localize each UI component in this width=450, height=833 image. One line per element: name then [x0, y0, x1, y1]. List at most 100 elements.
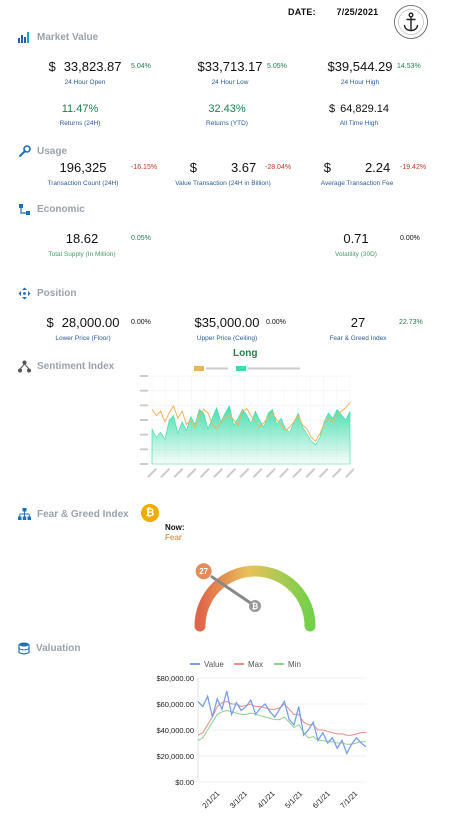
- metric-label: 24 Hour High: [340, 79, 380, 86]
- currency-symbol: $: [194, 315, 202, 330]
- bitcoin-icon: ₿: [141, 504, 159, 522]
- now-state: Fear: [165, 533, 182, 542]
- x-tick-label: [213, 468, 223, 478]
- pct-change: 0.00%: [131, 319, 151, 326]
- value: 27: [350, 315, 366, 330]
- gauge-hub-bitcoin-icon: ₿: [252, 602, 259, 611]
- y-tick-label: $20,000.00: [156, 752, 194, 761]
- y-tick-label: $80,000.00: [156, 674, 194, 683]
- date-value: 7/25/2021: [336, 7, 379, 17]
- value: 0.71: [343, 231, 369, 246]
- y-tick-label: $60,000.00: [156, 700, 194, 709]
- economic-section-title: Economic: [18, 203, 85, 216]
- currency-symbol: $: [323, 160, 331, 175]
- org-chart-icon: [19, 204, 30, 215]
- value: 2.24: [364, 160, 391, 175]
- fear-greed-section-title: Fear & Greed Index: [18, 508, 129, 521]
- valuation-title: Valuation: [36, 643, 81, 654]
- x-tick-label: [226, 468, 237, 478]
- currency-symbol: $: [197, 59, 205, 74]
- value: 11.47%: [61, 103, 99, 115]
- pct-change: -16.15%: [131, 164, 158, 171]
- x-tick-label: [147, 468, 157, 478]
- value: 3.67: [230, 160, 257, 175]
- currency-symbol: $: [46, 315, 54, 330]
- x-tick-label: [160, 468, 171, 478]
- x-tick-label: [199, 468, 210, 478]
- x-tick-label: [305, 468, 316, 478]
- metric-tx-count: 196,325 Transaction Count (24H): [42, 160, 124, 187]
- currency-symbol: $: [189, 160, 197, 175]
- sentiment-title: Sentiment Index: [37, 361, 115, 372]
- y-tick-label: $0.00: [175, 778, 194, 787]
- metric-label: Average Transaction Fee: [320, 180, 394, 187]
- metric-label: Fear & Greed Index: [329, 335, 387, 342]
- pct-change: 22.73%: [399, 319, 423, 326]
- database-icon: [18, 642, 30, 655]
- gauge-hub: [249, 600, 261, 612]
- x-tick-label: [265, 468, 276, 478]
- usage-section-title: Usage: [18, 145, 67, 158]
- metric-24h-low: $33,713.17 24 Hour Low: [190, 59, 270, 86]
- y-tick-label: $40,000.00: [156, 726, 194, 735]
- value: 35,000.00: [201, 315, 260, 330]
- metric-fear-greed: 27 Fear & Greed Index: [322, 315, 394, 342]
- x-tick-label: [186, 468, 197, 478]
- value: 32.43%: [208, 103, 246, 115]
- x-tick-label: 5/1/21: [283, 789, 304, 810]
- legend-label: Max: [248, 660, 263, 669]
- position-section-title: Position: [18, 287, 76, 300]
- y-tick-label: [140, 433, 148, 436]
- legend-text-placeholder: [206, 367, 228, 370]
- sentiment-chart: [140, 366, 354, 478]
- market-value-title: Market Value: [37, 31, 99, 43]
- brand-logo: [394, 5, 428, 39]
- metric-total-supply: 18.62 Total Supply (In Million): [40, 231, 124, 258]
- metric-label: Lower Price (Floor): [55, 335, 111, 342]
- legend-label: Value: [204, 660, 224, 669]
- gauge-arc: [194, 565, 316, 632]
- metric-label: Upper Price (Ceiling): [196, 335, 258, 342]
- date-bar: DATE: 7/25/2021: [288, 7, 378, 17]
- metric-label: 24 Hour Open: [64, 79, 106, 86]
- wrench-icon: [19, 145, 31, 157]
- fear-greed-title: Fear & Greed Index: [37, 509, 129, 520]
- value-series-line: [197, 690, 367, 755]
- value: 18.62: [65, 231, 99, 246]
- x-tick-label: [252, 468, 263, 478]
- sentiment-section-title: Sentiment Index: [18, 360, 114, 373]
- pct-change: -19.42%: [400, 164, 427, 171]
- metric-avg-fee: $2.24 Average Transaction Fee: [315, 160, 399, 187]
- valuation-section-title: Valuation: [18, 642, 80, 655]
- position-title: Position: [37, 288, 77, 299]
- y-tick-label: [140, 448, 148, 451]
- metric-label: Total Supply (In Million): [48, 251, 116, 258]
- currency-symbol: $: [327, 59, 335, 74]
- min-series-line: [197, 709, 366, 745]
- value: 28,000.00: [61, 315, 120, 330]
- valuation-chart: Value Max Min $80,000.00 $60,000.00 $40,000.…: [156, 660, 367, 810]
- y-tick-label: [140, 463, 148, 465]
- x-tick-label: 7/1/21: [338, 789, 359, 810]
- legend-swatch-sentiment: [236, 366, 246, 371]
- x-tick-label: 4/1/21: [256, 789, 277, 810]
- now-label: Now:: [165, 523, 185, 532]
- x-tick-label: [331, 468, 342, 478]
- metric-label: 24 Hour Low: [211, 79, 249, 86]
- gauge-value-text: 27: [199, 567, 208, 576]
- fear-greed-gauge: ₿ 27: [194, 563, 316, 632]
- market-value-section-title: Market Value: [18, 31, 98, 43]
- pct-change: 0.00%: [266, 319, 286, 326]
- metric-tx-value: $3.67 Value Transaction (24H in Billion): [168, 160, 278, 187]
- metric-24h-high: $39,544.29 24 Hour High: [325, 59, 395, 86]
- x-tick-label: 6/1/21: [311, 789, 332, 810]
- pct-change: 0.00%: [400, 235, 420, 242]
- x-tick-label: [292, 468, 303, 478]
- x-tick-label: 3/1/21: [228, 789, 249, 810]
- metric-label: Value Transaction (24H in Billion): [175, 180, 271, 187]
- x-tick-label: 2/1/21: [200, 789, 221, 810]
- metric-24h-open: $33,823.87 24 Hour Open: [40, 59, 130, 86]
- move-arrows-icon: [18, 287, 31, 300]
- legend-swatch-price: [194, 366, 204, 371]
- legend-label: Min: [288, 660, 301, 669]
